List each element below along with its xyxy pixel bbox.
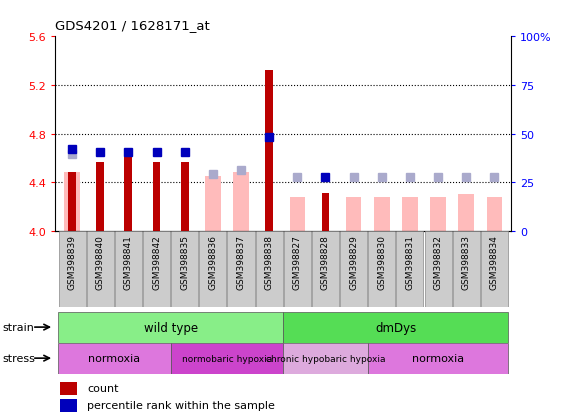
Text: count: count [87, 384, 119, 394]
Text: dmDys: dmDys [375, 321, 417, 334]
Text: GSM398842: GSM398842 [152, 234, 161, 289]
Text: GSM398834: GSM398834 [490, 234, 499, 289]
Text: percentile rank within the sample: percentile rank within the sample [87, 400, 275, 410]
Bar [60, 382, 77, 395]
Bar [265, 71, 273, 231]
FancyBboxPatch shape [312, 231, 339, 308]
Text: chronic hypobaric hypoxia: chronic hypobaric hypoxia [266, 354, 385, 363]
Bar [233, 173, 249, 231]
FancyBboxPatch shape [284, 231, 311, 308]
Bar [458, 195, 474, 231]
Bar [284, 343, 368, 374]
FancyBboxPatch shape [340, 231, 367, 308]
FancyBboxPatch shape [453, 231, 480, 308]
FancyBboxPatch shape [368, 231, 395, 308]
Bar [402, 197, 418, 231]
Bar [68, 173, 76, 231]
Bar [153, 162, 160, 231]
Text: stress: stress [3, 353, 36, 363]
Bar [374, 197, 389, 231]
Text: normobaric hypoxia: normobaric hypoxia [182, 354, 272, 363]
Text: GSM398839: GSM398839 [67, 234, 77, 289]
Text: GSM398829: GSM398829 [349, 234, 358, 289]
Text: GSM398830: GSM398830 [377, 234, 386, 289]
Bar [321, 194, 329, 231]
Text: GSM398827: GSM398827 [293, 234, 302, 289]
FancyBboxPatch shape [199, 231, 227, 308]
Text: GDS4201 / 1628171_at: GDS4201 / 1628171_at [55, 19, 210, 31]
Text: GSM398835: GSM398835 [180, 234, 189, 289]
Bar [60, 399, 77, 412]
Bar [289, 197, 305, 231]
Text: GSM398840: GSM398840 [96, 234, 105, 289]
Text: GSM398837: GSM398837 [236, 234, 246, 289]
Text: GSM398841: GSM398841 [124, 234, 133, 289]
Text: wild type: wild type [144, 321, 198, 334]
Bar [431, 197, 446, 231]
FancyBboxPatch shape [87, 231, 114, 308]
FancyBboxPatch shape [115, 231, 142, 308]
FancyBboxPatch shape [143, 231, 170, 308]
Text: normoxia: normoxia [88, 353, 141, 363]
Bar [181, 162, 189, 231]
Bar [368, 343, 508, 374]
Bar [171, 343, 284, 374]
Text: strain: strain [3, 322, 35, 332]
FancyBboxPatch shape [256, 231, 283, 308]
Bar [58, 312, 284, 343]
Text: GSM398831: GSM398831 [406, 234, 414, 289]
FancyBboxPatch shape [481, 231, 508, 308]
Text: normoxia: normoxia [412, 353, 464, 363]
Text: GSM398828: GSM398828 [321, 234, 330, 289]
FancyBboxPatch shape [59, 231, 85, 308]
Text: GSM398833: GSM398833 [462, 234, 471, 289]
Text: GSM398832: GSM398832 [433, 234, 443, 289]
FancyBboxPatch shape [228, 231, 254, 308]
Text: GSM398836: GSM398836 [209, 234, 217, 289]
FancyBboxPatch shape [396, 231, 424, 308]
Bar [487, 197, 502, 231]
Text: GSM398838: GSM398838 [265, 234, 274, 289]
Bar [64, 173, 80, 231]
Bar [346, 197, 361, 231]
FancyBboxPatch shape [171, 231, 198, 308]
Bar [205, 177, 221, 231]
Bar [96, 162, 104, 231]
Bar [58, 343, 171, 374]
Bar [284, 312, 508, 343]
Bar [124, 156, 132, 231]
FancyBboxPatch shape [425, 231, 451, 308]
